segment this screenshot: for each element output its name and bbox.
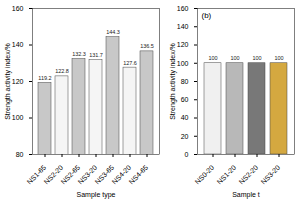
svg-text:100: 100 (12, 114, 24, 121)
svg-text:0: 0 (185, 151, 189, 158)
svg-text:(b): (b) (202, 11, 212, 20)
svg-text:119.2: 119.2 (38, 75, 51, 81)
svg-text:NS1-20: NS1-20 (216, 164, 238, 186)
svg-text:NS3-20: NS3-20 (76, 163, 99, 186)
svg-text:NS2-65: NS2-65 (59, 163, 82, 186)
svg-text:Strength activity index/%: Strength activity index/% (4, 43, 12, 120)
svg-text:131.7: 131.7 (89, 52, 103, 58)
svg-text:NS0-20: NS0-20 (194, 164, 216, 186)
svg-text:NS3-65: NS3-65 (93, 163, 116, 186)
svg-text:NS4-65: NS4-65 (128, 164, 150, 186)
svg-text:80: 80 (181, 78, 189, 85)
svg-text:NS1-65: NS1-65 (25, 163, 48, 186)
svg-text:NS2-20: NS2-20 (238, 164, 260, 186)
svg-text:120: 120 (177, 41, 189, 48)
svg-text:40: 40 (181, 114, 189, 121)
svg-text:120: 120 (12, 78, 24, 85)
svg-text:132.3: 132.3 (72, 51, 86, 57)
svg-text:NS4-20: NS4-20 (110, 163, 133, 186)
svg-text:122.8: 122.8 (55, 68, 69, 74)
svg-text:160: 160 (177, 5, 189, 12)
svg-text:100: 100 (208, 55, 217, 61)
svg-text:127.6: 127.6 (123, 60, 137, 66)
svg-text:20: 20 (181, 132, 189, 139)
svg-text:160: 160 (12, 5, 24, 12)
svg-text:NS2-20: NS2-20 (42, 163, 65, 186)
svg-text:NS3-20: NS3-20 (260, 164, 282, 186)
svg-text:144.3: 144.3 (106, 29, 120, 35)
svg-text:140: 140 (177, 23, 189, 30)
svg-text:Sample type: Sample type (77, 191, 116, 199)
svg-text:140: 140 (12, 41, 24, 48)
svg-text:100: 100 (274, 55, 283, 61)
svg-text:Sample t: Sample t (232, 191, 260, 199)
svg-text:136.5: 136.5 (140, 43, 154, 49)
svg-text:80: 80 (16, 151, 24, 158)
svg-text:100: 100 (252, 55, 261, 61)
svg-text:100: 100 (177, 59, 189, 66)
svg-text:60: 60 (181, 96, 189, 103)
svg-text:100: 100 (230, 55, 239, 61)
svg-text:Strength activity index/%: Strength activity index/% (169, 43, 177, 120)
